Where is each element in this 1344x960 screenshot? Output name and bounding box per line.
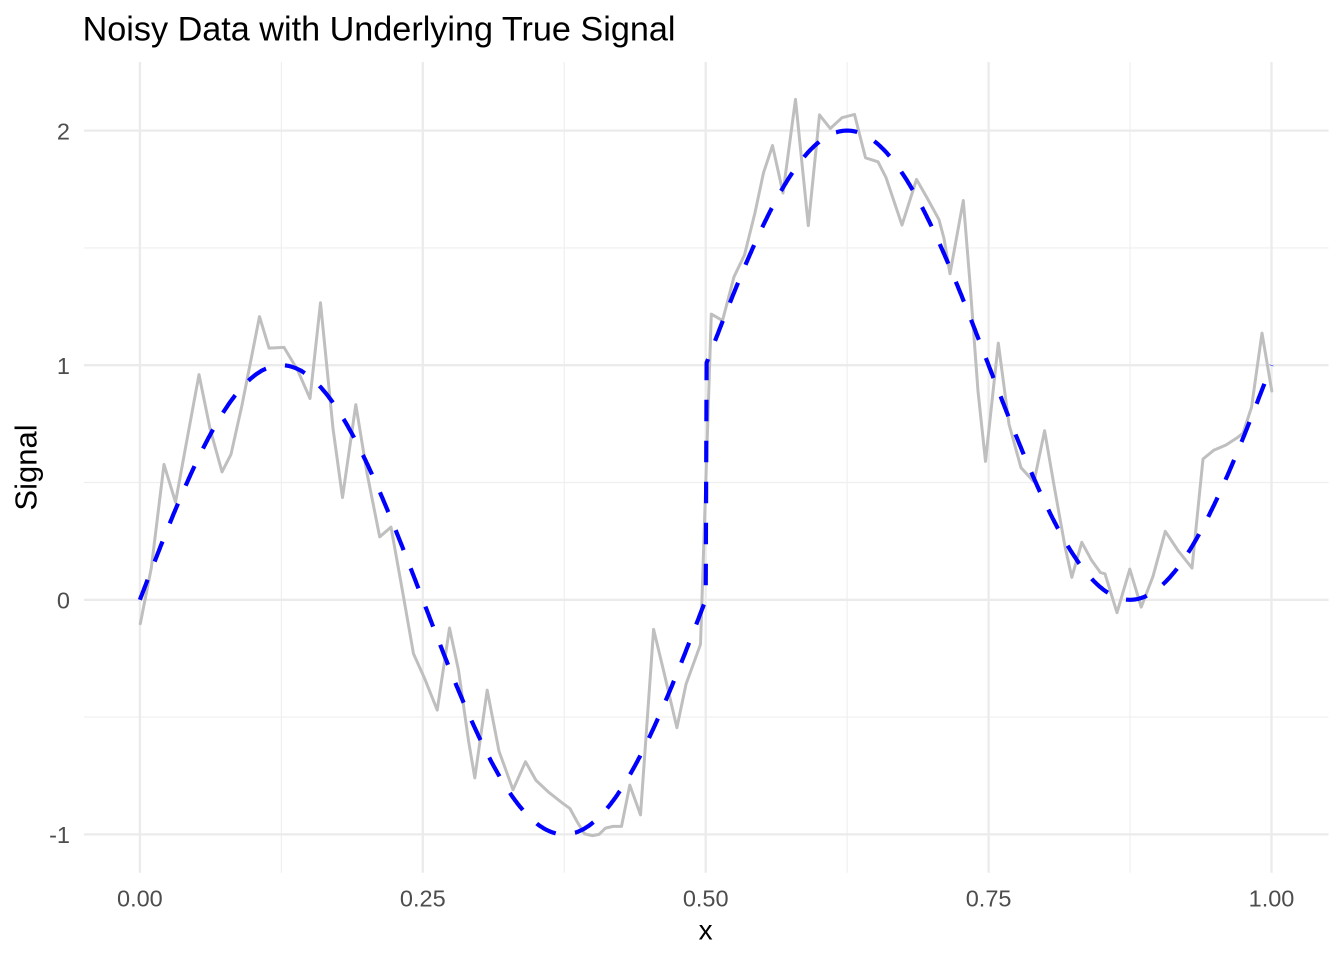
svg-text:Noisy Data with Underlying Tru: Noisy Data with Underlying True Signal — [83, 11, 676, 49]
svg-text:0.25: 0.25 — [400, 886, 446, 912]
svg-text:x: x — [699, 915, 713, 946]
svg-text:1: 1 — [57, 353, 70, 379]
svg-text:0: 0 — [57, 588, 70, 614]
svg-text:2: 2 — [57, 118, 70, 144]
svg-text:Signal: Signal — [9, 424, 44, 510]
svg-text:-1: -1 — [49, 822, 70, 848]
svg-text:1.00: 1.00 — [1249, 886, 1295, 912]
svg-text:0.50: 0.50 — [683, 886, 729, 912]
svg-text:0.75: 0.75 — [966, 886, 1012, 912]
svg-text:0.00: 0.00 — [117, 886, 163, 912]
